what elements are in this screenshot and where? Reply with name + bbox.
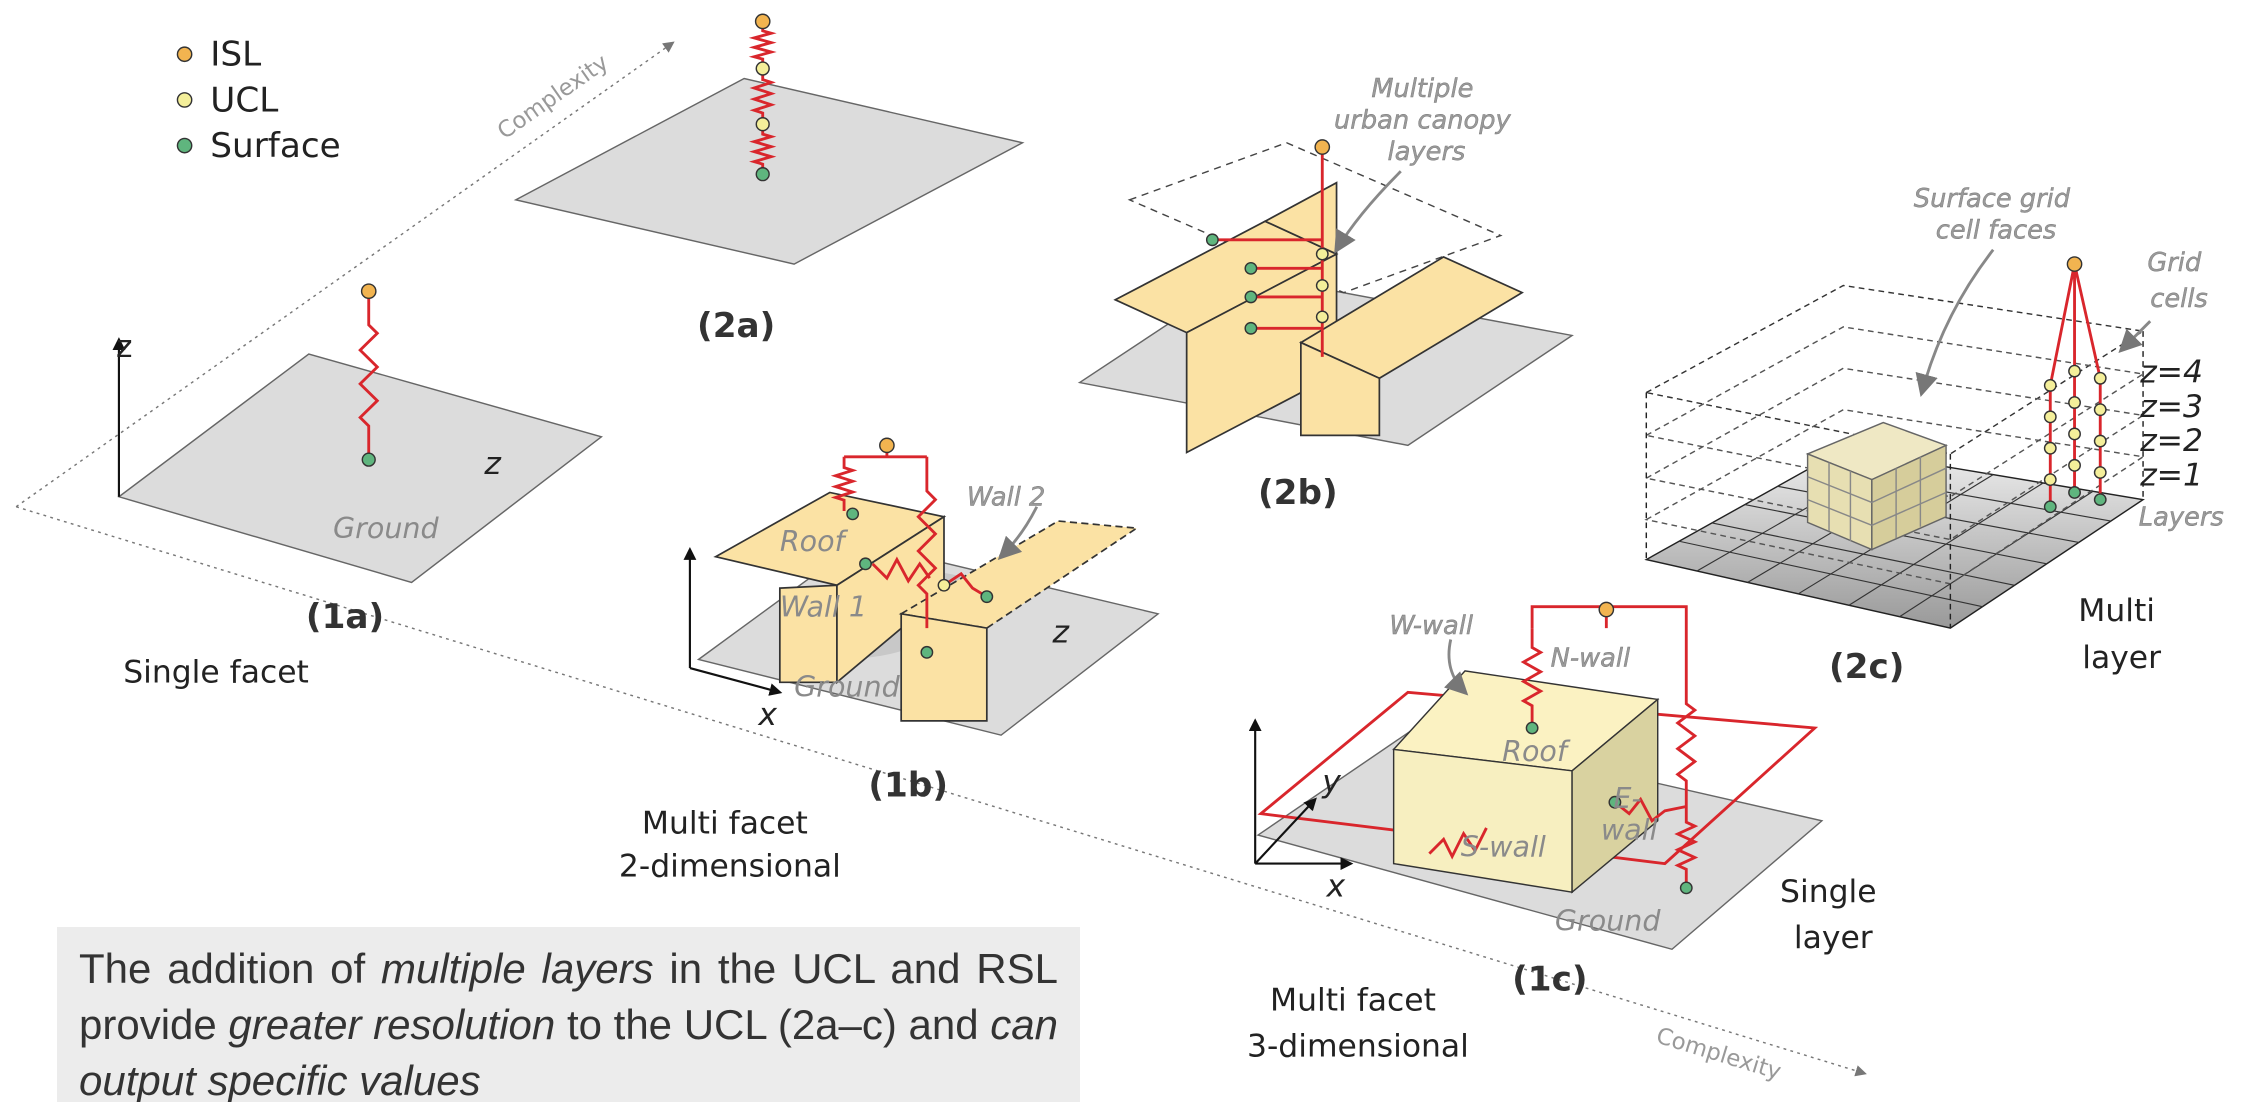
resistor: [1674, 806, 1699, 886]
resistor-line: [748, 21, 777, 69]
node: [2068, 458, 2081, 472]
annotation: Layers: [2139, 502, 2224, 532]
label: Roof: [780, 525, 849, 558]
node: [2043, 410, 2057, 424]
axis-label: z: [116, 329, 132, 365]
resistor-line: [1675, 678, 1698, 807]
annotation: Multiple urban canopy layers: [1334, 74, 1519, 167]
text-segment: in the UCL and RSL provide: [79, 945, 1058, 1048]
panel-2b: Multiple urban canopy layers (2b): [1077, 74, 1574, 513]
label: Wall 1: [780, 591, 867, 624]
text-segment: to the UCL (2a–c) and: [555, 1001, 991, 1048]
resistor-line: [358, 291, 380, 460]
node: [2068, 486, 2081, 499]
panel-1c: W-wall N-wall Roof E- wall S-wall Ground…: [1247, 601, 1886, 1065]
resistor-line: [749, 68, 776, 125]
level-label: z=2: [2139, 423, 2203, 459]
caption: (1c): [1512, 960, 1587, 1000]
node: [2093, 493, 2107, 507]
legend-marker: [176, 46, 193, 63]
description: Single layer: [1780, 874, 1886, 956]
node: [2093, 434, 2107, 448]
resistor: [830, 456, 858, 512]
caption: (1b): [868, 766, 948, 806]
text-segment: greater resolution: [228, 1001, 556, 1048]
description: Multi layer: [2078, 593, 2165, 676]
complexity-label: Complexity: [1653, 1023, 1784, 1086]
annotation: Surface grid cell faces: [1914, 184, 2079, 245]
node: [2043, 473, 2057, 487]
resistor: [1675, 678, 1698, 807]
node: [2068, 427, 2081, 441]
label: Ground: [794, 671, 900, 704]
text-segment: can output specific values: [79, 1001, 1059, 1102]
node: [2043, 378, 2057, 392]
label: z: [1051, 614, 1070, 650]
label: Roof: [1502, 735, 1571, 768]
label: z: [483, 446, 502, 482]
legend: ISL UCL Surface: [176, 35, 341, 166]
text-segment: The addition of: [79, 945, 381, 992]
node: [2093, 371, 2107, 385]
legend-marker: [176, 137, 193, 154]
description: Single facet: [123, 654, 309, 690]
resistor-line: [1674, 806, 1699, 886]
caption: (2c): [1829, 647, 1904, 687]
caption: (1a): [306, 597, 384, 637]
legend-marker: [176, 92, 193, 108]
level-label: z=1: [2139, 457, 2203, 493]
axis-label: y: [1321, 764, 1341, 800]
annotation: N-wall: [1551, 644, 1631, 674]
node: [2068, 396, 2081, 409]
legend-label: Surface: [210, 126, 340, 166]
resistor: [916, 456, 938, 629]
label: Ground: [1555, 905, 1661, 938]
resistor: [358, 291, 380, 460]
label: S-wall: [1461, 830, 1546, 863]
annotation: Wall 2: [967, 482, 1046, 512]
resistor: [749, 68, 776, 125]
caption: (2b): [1258, 473, 1338, 513]
panel-1b: Roof Wall 1 Wall 2 Ground z x (1b) Multi…: [619, 437, 1160, 885]
panel-2a: (2a): [513, 13, 1025, 346]
panel-1a: z z Ground (1a) Single facet: [112, 283, 603, 690]
caption: (2a): [697, 306, 775, 346]
panel-2c: Surface grid cell faces Grid cells z=4 z…: [1644, 184, 2224, 687]
resistor-line: [749, 124, 777, 175]
text-box: The addition of multiple layers in the U…: [57, 927, 1080, 1102]
resistor-line: [916, 456, 938, 629]
node: [2093, 403, 2107, 417]
resistor: [748, 21, 777, 69]
resistor-line: [1520, 628, 1544, 726]
description: Multi facet 3-dimensional: [1247, 983, 1469, 1065]
description: Multi facet 2-dimensional: [619, 806, 841, 885]
node: [2093, 466, 2107, 479]
legend-label: UCL: [210, 80, 278, 120]
node: [2043, 441, 2057, 455]
annotation: W-wall: [1389, 611, 1474, 641]
label: Ground: [333, 512, 439, 545]
axis-label: x: [1326, 868, 1346, 904]
level-label: z=3: [2139, 389, 2203, 425]
resistor: [1520, 628, 1544, 726]
node: [2043, 500, 2057, 514]
text-segment: multiple layers: [380, 945, 654, 992]
resistor: [749, 124, 777, 175]
legend-label: ISL: [210, 35, 261, 75]
node: [2068, 364, 2081, 378]
label: E- wall: [1601, 782, 1658, 846]
level-label: z=4: [2139, 355, 2203, 391]
resistor-line: [830, 456, 858, 512]
annotation: Grid cells: [2147, 248, 2209, 314]
axis-label: x: [757, 697, 777, 733]
